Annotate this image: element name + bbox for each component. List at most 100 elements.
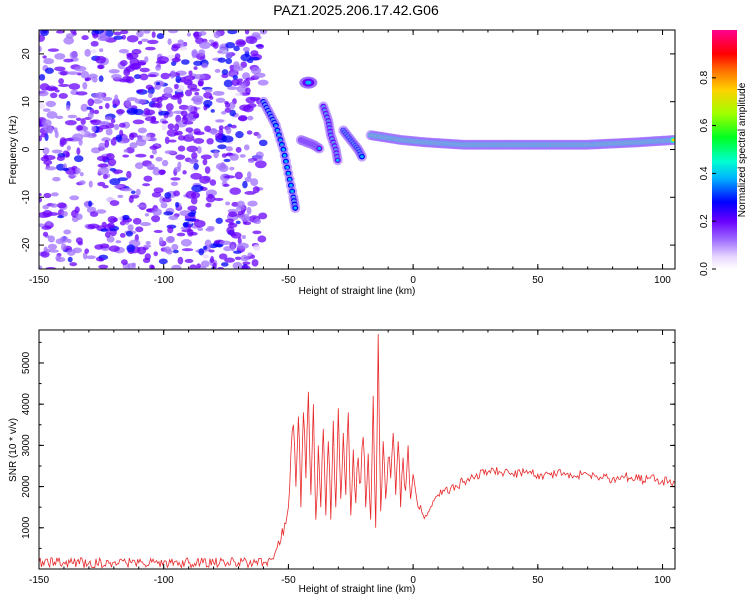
heatmap-cell xyxy=(95,55,106,64)
heatmap-cell xyxy=(119,220,126,226)
colorbar-label: Normalized spectral amplitude xyxy=(737,82,748,217)
heatmap-cell xyxy=(111,74,122,80)
heatmap-cell xyxy=(86,106,92,110)
heatmap-cell xyxy=(99,243,110,249)
heatmap-cell xyxy=(144,56,149,63)
heatmap-cell xyxy=(173,83,179,90)
heatmap-cell xyxy=(234,171,243,180)
heatmap-cell xyxy=(175,130,183,136)
heatmap-cell xyxy=(66,249,76,256)
heatmap-cell xyxy=(158,258,168,265)
heatmap-cell xyxy=(239,154,246,158)
heatmap-cell xyxy=(69,195,80,201)
spectrogram-heatmap xyxy=(39,30,675,269)
heatmap-cell xyxy=(204,125,212,132)
heatmap-cell xyxy=(135,226,144,233)
heatmap-cell xyxy=(215,163,227,170)
heatmap-cell xyxy=(168,215,179,221)
heatmap-cell xyxy=(171,264,182,269)
heatmap-cell xyxy=(114,94,119,102)
heatmap-cell xyxy=(59,137,67,146)
heatmap-cell xyxy=(65,104,71,111)
heatmap-cell xyxy=(54,66,66,72)
heatmap-cell xyxy=(92,32,99,39)
heatmap-cell xyxy=(117,177,128,182)
heatmap-cell xyxy=(199,41,211,49)
heatmap-cell xyxy=(130,190,136,195)
heatmap-cell xyxy=(207,193,214,199)
heatmap-cell xyxy=(144,213,150,217)
heatmap-cell xyxy=(155,81,161,86)
x-tick-label: 50 xyxy=(532,275,544,286)
heatmap-cell xyxy=(47,243,58,250)
heatmap-cell xyxy=(208,249,215,253)
heatmap-cell xyxy=(180,43,188,47)
heatmap-cell xyxy=(107,215,117,223)
heatmap-cell xyxy=(149,137,157,142)
heatmap-cell xyxy=(88,73,98,79)
heatmap-cell xyxy=(177,39,184,45)
heatmap-cell xyxy=(101,121,106,125)
heatmap-cell xyxy=(91,93,101,99)
heatmap-cell xyxy=(149,145,159,150)
heatmap-cell xyxy=(109,200,120,207)
heatmap-cell xyxy=(84,48,91,57)
heatmap-cell xyxy=(137,127,147,134)
heatmap-cell xyxy=(93,109,100,115)
heatmap-cell xyxy=(190,172,203,180)
heatmap-cell xyxy=(139,73,149,81)
heatmap-cell xyxy=(147,39,159,45)
heatmap-cell xyxy=(249,56,260,61)
heatmap-cell xyxy=(60,243,67,251)
heatmap-cell xyxy=(193,128,201,135)
heatmap-cell xyxy=(139,67,150,73)
heatmap-cell xyxy=(206,138,214,145)
heatmap-cell xyxy=(198,78,204,87)
heatmap-cell xyxy=(113,35,124,40)
heatmap-cell xyxy=(151,191,162,198)
y-tick-label: 10 xyxy=(21,96,32,108)
heatmap-cell xyxy=(201,63,209,69)
heatmap-cell xyxy=(63,36,75,45)
heatmap-cell xyxy=(225,41,236,49)
heatmap-cell xyxy=(128,196,134,204)
heatmap-cell xyxy=(181,248,194,252)
heatmap-cell xyxy=(146,133,151,138)
x-tick-label: -100 xyxy=(154,275,174,286)
heatmap-cell xyxy=(113,31,122,36)
heatmap-cell xyxy=(247,158,255,164)
heatmap-cell xyxy=(87,223,100,229)
heatmap-cell xyxy=(40,156,50,162)
heatmap-cell xyxy=(223,158,231,163)
heatmap-cell xyxy=(209,95,214,100)
bottom-axis-ticks: -150 -100 -50 0 50 100 1000 2000 3000 4000 5000 xyxy=(21,330,675,586)
top-x-axis-label: Height of straight line (km) xyxy=(299,286,416,297)
x-tick-label: -50 xyxy=(281,575,296,586)
heatmap-cell xyxy=(202,158,208,166)
heatmap-cell xyxy=(217,144,227,150)
heatmap-cell xyxy=(158,169,166,175)
heatmap-cell xyxy=(224,107,232,113)
heatmap-cell xyxy=(187,212,196,217)
heatmap-cell xyxy=(45,220,52,226)
heatmap-cell xyxy=(198,49,206,56)
heatmap-cell xyxy=(185,190,197,199)
chart-title: PAZ1.2025.206.17.42.G06 xyxy=(273,2,439,18)
bottom-plot-frame xyxy=(38,329,676,570)
heatmap-cell xyxy=(59,236,69,243)
heatmap-cell xyxy=(229,153,239,161)
heatmap-cell xyxy=(162,197,172,203)
heatmap-cell xyxy=(56,202,67,209)
heatmap-cell xyxy=(251,259,259,267)
heatmap-cell xyxy=(204,88,213,93)
heatmap-cell xyxy=(176,232,186,237)
heatmap-cell xyxy=(178,104,189,110)
heatmap-cell xyxy=(199,175,211,184)
heatmap-cell xyxy=(246,130,253,135)
heatmap-cell xyxy=(99,48,104,53)
heatmap-ridge-core xyxy=(671,138,675,142)
heatmap-cell xyxy=(165,103,174,111)
heatmap-cell xyxy=(198,248,205,256)
heatmap-cell xyxy=(183,222,189,228)
heatmap-cell xyxy=(97,163,109,168)
